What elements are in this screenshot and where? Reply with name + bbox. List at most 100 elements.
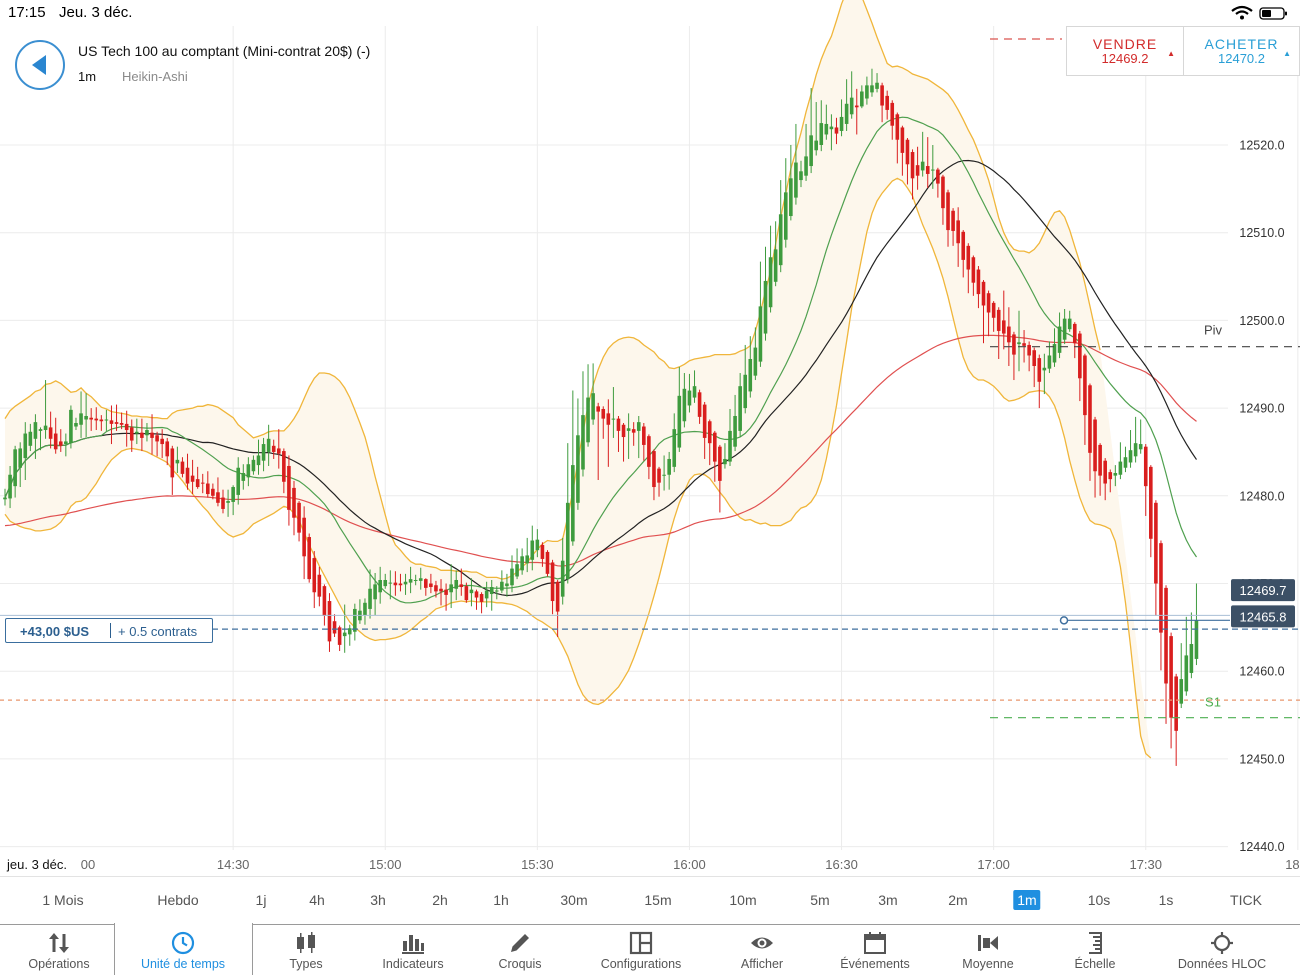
- candle-body: [905, 139, 910, 165]
- buy-button[interactable]: ACHETER 12470.2 ▲: [1183, 26, 1300, 76]
- tool-configurations[interactable]: Configurations: [586, 924, 696, 975]
- timeframe-2m[interactable]: 2m: [948, 892, 968, 908]
- candle-body: [778, 214, 783, 266]
- candle: [140, 418, 144, 452]
- timeframe-15m[interactable]: 15m: [644, 892, 672, 908]
- candle: [946, 189, 950, 247]
- candle: [1072, 322, 1077, 359]
- timeframe-1m[interactable]: 1m: [1013, 890, 1041, 910]
- tool-hloc[interactable]: Données HLOC: [1167, 924, 1277, 975]
- candle: [576, 398, 580, 510]
- candle: [931, 145, 935, 189]
- candle: [418, 567, 423, 590]
- candle: [870, 68, 874, 97]
- tool-display[interactable]: Afficher: [707, 924, 817, 975]
- candle-body: [190, 475, 195, 482]
- candle: [1062, 308, 1067, 345]
- y-tick-label: 12510.0: [1239, 226, 1284, 240]
- ma-green-line: [4, 116, 1197, 604]
- timeframe-1j[interactable]: 1j: [255, 892, 267, 908]
- candle: [626, 413, 631, 459]
- timeframe-10s[interactable]: 10s: [1087, 892, 1111, 908]
- candle-body: [165, 441, 170, 457]
- candle-body: [317, 574, 322, 597]
- candle: [271, 439, 276, 459]
- candle: [1189, 612, 1194, 679]
- tool-hloc-label: Données HLOC: [1177, 957, 1267, 971]
- timeframe-1h[interactable]: 1h: [493, 892, 509, 908]
- candle-body: [571, 465, 575, 542]
- candle-body: [946, 192, 950, 231]
- candle: [175, 446, 180, 473]
- candle: [941, 174, 945, 225]
- timeframe-hebdo[interactable]: Hebdo: [157, 892, 199, 908]
- timeframe-2h[interactable]: 2h: [432, 892, 448, 908]
- interval-label: 1m: [78, 69, 97, 84]
- tool-timeframe[interactable]: Unité de temps: [128, 924, 238, 975]
- candle-body: [160, 438, 164, 445]
- candle-body: [560, 560, 565, 597]
- candle: [1108, 469, 1113, 493]
- candle: [84, 393, 88, 438]
- tool-drawing[interactable]: Croquis: [465, 924, 575, 975]
- candle-body: [616, 418, 621, 431]
- tool-events[interactable]: Événements: [820, 924, 930, 975]
- candle-body: [327, 601, 332, 642]
- timeframe-5m[interactable]: 5m: [810, 892, 830, 908]
- candle-body: [307, 537, 311, 580]
- candle-body: [834, 127, 839, 134]
- candle: [13, 445, 17, 498]
- candle-body: [3, 497, 7, 500]
- candle-body: [439, 588, 443, 592]
- sell-button[interactable]: VENDRE 12469.2 ▲: [1066, 26, 1184, 76]
- candle-body: [890, 102, 895, 126]
- candle: [236, 457, 241, 505]
- timeframe-1s[interactable]: 1s: [1158, 892, 1174, 908]
- timeframe-1-mois[interactable]: 1 Mois: [42, 892, 84, 908]
- candle: [829, 114, 834, 151]
- candle: [327, 593, 332, 652]
- candle-body: [667, 458, 671, 475]
- back-button[interactable]: [15, 40, 65, 90]
- candle: [1037, 354, 1042, 409]
- candle-body: [642, 426, 646, 445]
- average-icon: [978, 935, 998, 951]
- candle-body: [535, 539, 540, 551]
- candle-body: [611, 418, 616, 420]
- tool-average-label: Moyenne: [962, 957, 1014, 971]
- open-position-badge[interactable]: +43,00 $US + 0.5 contrats: [5, 618, 213, 643]
- candle-body: [479, 594, 484, 602]
- tool-types[interactable]: Types: [251, 924, 361, 975]
- candle: [1194, 583, 1199, 666]
- candle: [241, 464, 246, 490]
- tool-operations[interactable]: Opérations: [4, 924, 114, 975]
- tool-average[interactable]: Moyenne: [933, 924, 1043, 975]
- candle-body: [64, 441, 68, 445]
- tool-scale-label: Échelle: [1074, 957, 1116, 971]
- candle: [129, 419, 134, 452]
- timeframe-30m[interactable]: 30m: [560, 892, 588, 908]
- candle-body: [768, 257, 773, 308]
- timeframe-3h[interactable]: 3h: [370, 892, 386, 908]
- tool-scale[interactable]: Échelle: [1040, 924, 1150, 975]
- candle: [439, 579, 443, 606]
- timeframe-tick[interactable]: TICK: [1230, 892, 1262, 908]
- candle-body: [1072, 323, 1077, 344]
- tool-indicators[interactable]: Indicateurs: [358, 924, 468, 975]
- candle: [839, 99, 844, 137]
- candle-body: [687, 390, 692, 406]
- candle: [246, 457, 251, 487]
- candle: [307, 533, 311, 583]
- candle: [642, 423, 646, 461]
- candle: [1093, 416, 1097, 498]
- candle: [393, 571, 398, 596]
- timeframe-3m[interactable]: 3m: [878, 892, 898, 908]
- candle-body: [545, 551, 550, 574]
- candle-body: [844, 103, 849, 124]
- x-start-label: jeu. 3 déc.: [6, 857, 67, 872]
- candle-body: [195, 479, 200, 488]
- timeframe-4h[interactable]: 4h: [309, 892, 325, 908]
- timeframe-10m[interactable]: 10m: [729, 892, 757, 908]
- candle-body: [500, 581, 504, 591]
